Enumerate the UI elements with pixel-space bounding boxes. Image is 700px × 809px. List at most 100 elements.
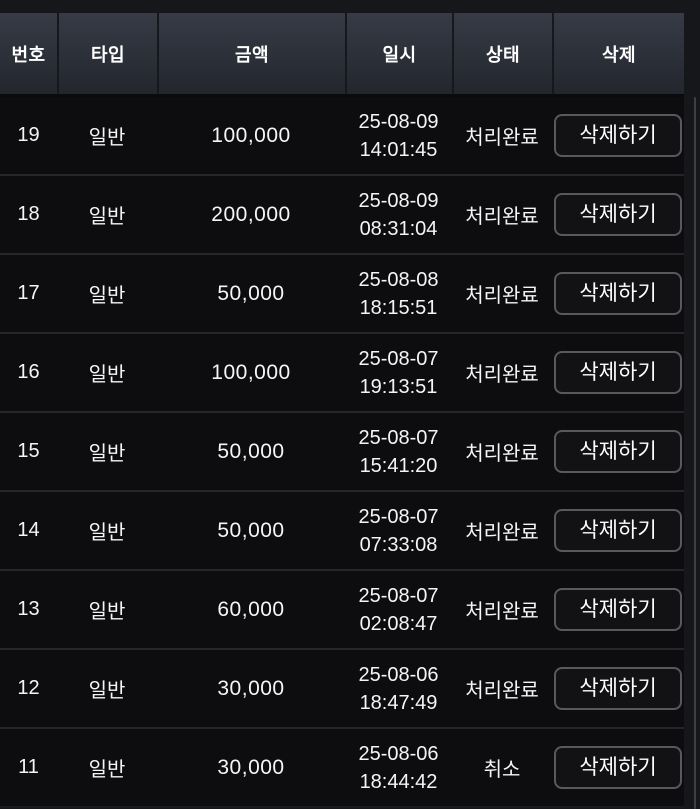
cell-amount: 50,000: [217, 281, 285, 305]
cell-status: 처리완료: [465, 285, 539, 307]
cell-amount: 100,000: [211, 360, 291, 384]
table-row: 19 일반 100,000 25-08-09 14:01:45 처리완료 삭제하…: [0, 97, 684, 176]
delete-button[interactable]: 삭제하기: [554, 271, 682, 316]
cell-no: 14: [17, 519, 40, 541]
cell-status: 처리완료: [465, 127, 539, 149]
delete-button[interactable]: 삭제하기: [554, 745, 682, 790]
header-col-status: 상태: [452, 13, 552, 94]
cell-type: 일반: [88, 443, 126, 465]
cell-amount: 100,000: [211, 123, 291, 147]
cell-delete: 삭제하기: [552, 587, 684, 632]
cell-amount: 60,000: [217, 597, 285, 621]
cell-amount: 30,000: [217, 755, 285, 779]
header-col-amount: 금액: [157, 13, 345, 94]
delete-button[interactable]: 삭제하기: [554, 587, 682, 632]
cell-delete: 삭제하기: [552, 350, 684, 395]
table-row: 14 일반 50,000 25-08-07 07:33:08 처리완료 삭제하기: [0, 492, 684, 571]
cell-status: 처리완료: [465, 522, 539, 544]
cell-datetime: 25-08-07 02:08:47: [345, 582, 452, 638]
cell-time: 14:01:45: [359, 138, 438, 161]
table-row: 12 일반 30,000 25-08-06 18:47:49 처리완료 삭제하기: [0, 650, 684, 729]
cell-amount: 200,000: [211, 202, 291, 226]
cell-status: 취소: [483, 759, 521, 781]
cell-time: 07:33:08: [359, 533, 438, 556]
cell-status: 처리완료: [465, 364, 539, 386]
cell-delete: 삭제하기: [552, 508, 684, 553]
delete-button[interactable]: 삭제하기: [554, 429, 682, 474]
delete-button[interactable]: 삭제하기: [554, 350, 682, 395]
cell-time: 19:13:51: [359, 375, 438, 398]
delete-button[interactable]: 삭제하기: [554, 666, 682, 711]
cell-datetime: 25-08-09 14:01:45: [345, 108, 452, 164]
cell-type: 일반: [88, 522, 126, 544]
cell-time: 18:44:42: [359, 770, 438, 793]
cell-delete: 삭제하기: [552, 666, 684, 711]
cell-date: 25-08-07: [358, 505, 439, 528]
cell-datetime: 25-08-09 08:31:04: [345, 187, 452, 243]
table-row: 11 일반 30,000 25-08-06 18:44:42 취소 삭제하기: [0, 729, 684, 808]
cell-amount: 30,000: [217, 676, 285, 700]
cell-delete: 삭제하기: [552, 192, 684, 237]
delete-button[interactable]: 삭제하기: [554, 113, 682, 158]
cell-delete: 삭제하기: [552, 113, 684, 158]
table-row: 17 일반 50,000 25-08-08 18:15:51 처리완료 삭제하기: [0, 255, 684, 334]
cell-datetime: 25-08-07 19:13:51: [345, 345, 452, 401]
delete-button[interactable]: 삭제하기: [554, 508, 682, 553]
header-col-delete: 삭제: [552, 13, 684, 94]
cell-type: 일반: [88, 285, 126, 307]
cell-datetime: 25-08-07 07:33:08: [345, 503, 452, 559]
cell-date: 25-08-09: [358, 110, 439, 133]
cell-datetime: 25-08-06 18:47:49: [345, 661, 452, 717]
transaction-table: 번호 타입 금액 일시 상태 삭제 19 일반 100,000 25-08-09…: [0, 13, 684, 808]
header-col-no: 번호: [11, 44, 46, 65]
table-row: 15 일반 50,000 25-08-07 15:41:20 처리완료 삭제하기: [0, 413, 684, 492]
cell-date: 25-08-09: [358, 189, 439, 212]
cell-no: 16: [17, 361, 40, 383]
table-row: 16 일반 100,000 25-08-07 19:13:51 처리완료 삭제하…: [0, 334, 684, 413]
cell-no: 17: [17, 282, 40, 304]
table-row: 18 일반 200,000 25-08-09 08:31:04 처리완료 삭제하…: [0, 176, 684, 255]
cell-amount: 50,000: [217, 439, 285, 463]
cell-date: 25-08-07: [358, 347, 439, 370]
cell-type: 일반: [88, 206, 126, 228]
cell-delete: 삭제하기: [552, 429, 684, 474]
cell-no: 13: [17, 598, 40, 620]
cell-date: 25-08-07: [358, 584, 439, 607]
cell-delete: 삭제하기: [552, 745, 684, 790]
cell-date: 25-08-08: [358, 268, 439, 291]
delete-button[interactable]: 삭제하기: [554, 192, 682, 237]
header-col-type: 타입: [57, 13, 157, 94]
table-header-row: 번호 타입 금액 일시 상태 삭제: [0, 13, 684, 97]
cell-type: 일반: [88, 364, 126, 386]
cell-time: 15:41:20: [359, 454, 438, 477]
cell-time: 18:47:49: [359, 691, 438, 714]
cell-no: 18: [17, 203, 40, 225]
table-row: 13 일반 60,000 25-08-07 02:08:47 처리완료 삭제하기: [0, 571, 684, 650]
cell-date: 25-08-06: [358, 742, 439, 765]
cell-status: 처리완료: [465, 680, 539, 702]
cell-type: 일반: [88, 680, 126, 702]
header-col-datetime: 일시: [345, 13, 452, 94]
cell-no: 15: [17, 440, 40, 462]
cell-status: 처리완료: [465, 443, 539, 465]
cell-time: 18:15:51: [359, 296, 438, 319]
cell-time: 02:08:47: [359, 612, 438, 635]
cell-type: 일반: [88, 601, 126, 623]
cell-status: 처리완료: [465, 601, 539, 623]
cell-delete: 삭제하기: [552, 271, 684, 316]
cell-datetime: 25-08-07 15:41:20: [345, 424, 452, 480]
cell-no: 11: [18, 756, 39, 778]
cell-amount: 50,000: [217, 518, 285, 542]
cell-date: 25-08-06: [358, 663, 439, 686]
cell-datetime: 25-08-08 18:15:51: [345, 266, 452, 322]
cell-type: 일반: [88, 759, 126, 781]
table-body: 19 일반 100,000 25-08-09 14:01:45 처리완료 삭제하…: [0, 97, 684, 808]
cell-status: 처리완료: [465, 206, 539, 228]
scrollbar[interactable]: [694, 97, 696, 809]
cell-no: 12: [17, 677, 40, 699]
cell-type: 일반: [88, 127, 126, 149]
cell-date: 25-08-07: [358, 426, 439, 449]
cell-time: 08:31:04: [359, 217, 438, 240]
cell-no: 19: [17, 124, 40, 146]
